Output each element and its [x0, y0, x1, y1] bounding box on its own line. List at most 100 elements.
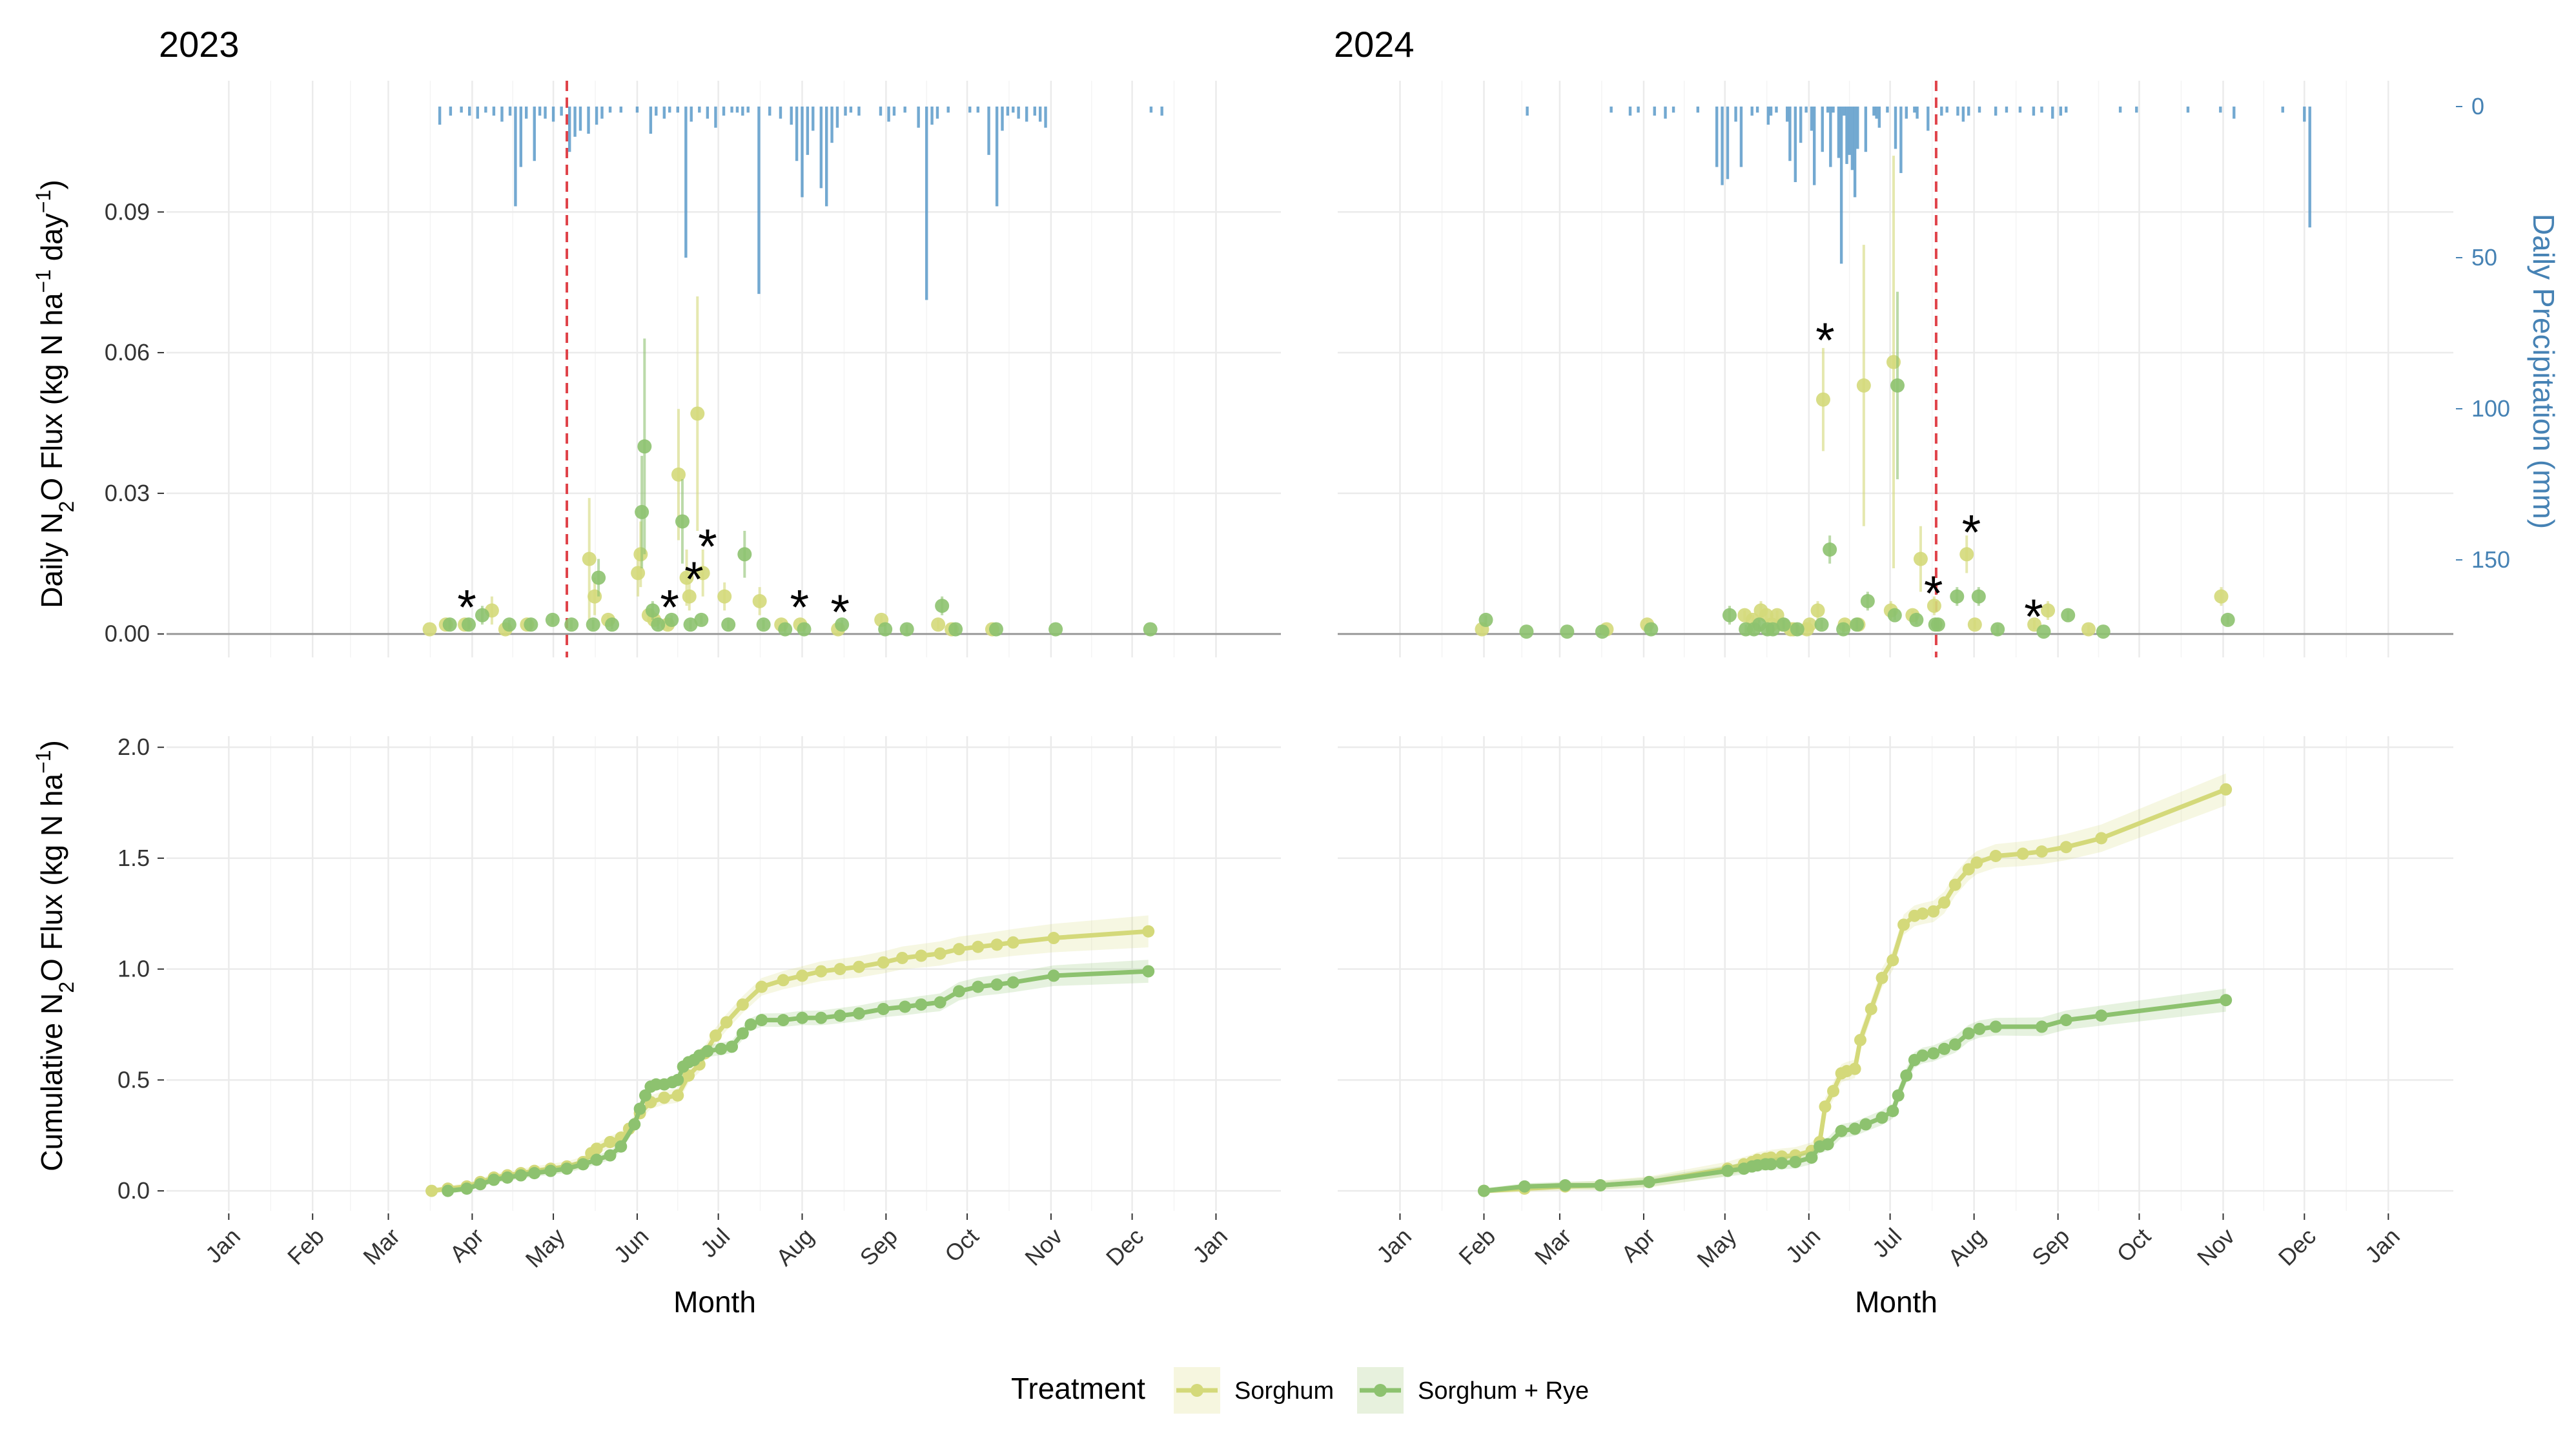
data-point: [878, 622, 893, 637]
precip-bar: [722, 107, 726, 116]
precip-bar: [1856, 107, 1859, 149]
precip-bar: [568, 107, 571, 152]
precip-bar: [514, 107, 517, 207]
precip-bar: [917, 107, 920, 128]
significance-star: *: [830, 585, 850, 640]
data-point: [1948, 1038, 1961, 1051]
data-point: [1927, 599, 1941, 613]
precip-bar: [946, 107, 950, 113]
precip-bar: [735, 107, 739, 113]
y-tick-label: 1.0: [118, 956, 150, 982]
x-axis-title-2024: Month: [1855, 1285, 1937, 1319]
precip-bar: [1845, 107, 1848, 164]
data-point: [1970, 856, 1983, 869]
data-point: [442, 1184, 455, 1197]
precip-bar: [779, 107, 782, 119]
precip-bar: [830, 107, 833, 143]
data-point: [586, 617, 600, 632]
precip-bar: [1160, 107, 1163, 116]
data-point: [1989, 1020, 2002, 1033]
data-point: [515, 1169, 527, 1182]
data-point: [720, 1016, 733, 1029]
data-point: [487, 1173, 500, 1186]
precip-bar: [449, 107, 453, 116]
data-point: [755, 1014, 768, 1027]
data-point: [501, 1171, 514, 1184]
precip-bar: [1810, 107, 1814, 131]
data-point: [1560, 624, 1575, 639]
precip-bar: [1826, 107, 1830, 113]
data-point: [1865, 1002, 1877, 1015]
precip-bar: [801, 107, 804, 198]
data-point: [1890, 378, 1905, 393]
data-point: [1048, 622, 1063, 637]
precip-bar: [1916, 107, 1919, 119]
data-point: [1477, 1184, 1490, 1197]
data-point: [664, 612, 679, 627]
y-tick-label: 0.5: [118, 1066, 150, 1093]
precip-bar: [655, 107, 658, 116]
panel-cumulative-2024: Jan Feb Mar Apr May Jun Jul Aug Sep Oct Nov Dec Jan: [1338, 736, 2453, 1273]
precip-bar: [1750, 107, 1753, 116]
precip-bar: [1794, 107, 1797, 182]
data-point: [952, 943, 965, 956]
precip-bar: [460, 107, 463, 113]
precip-bar: [1044, 107, 1047, 128]
data-point: [560, 1162, 573, 1175]
precip-bar: [1786, 107, 1789, 122]
data-point: [972, 940, 985, 953]
data-point: [604, 1149, 617, 1162]
precip-bar: [2118, 107, 2122, 113]
precip-bar: [1961, 107, 1965, 122]
x-axis-title-2023: Month: [673, 1285, 756, 1319]
data-point: [1142, 925, 1155, 938]
data-point: [1814, 617, 1829, 632]
data-point: [1971, 589, 1986, 604]
precip-bar: [438, 107, 442, 125]
data-point: [690, 406, 705, 421]
precip-bar: [476, 107, 479, 119]
data-point: [2036, 624, 2051, 639]
precip-bar: [1853, 107, 1857, 198]
data-point: [1913, 551, 1928, 566]
significance-star: *: [1962, 505, 1981, 560]
data-point: [1642, 1175, 1655, 1188]
precip-bar: [519, 107, 523, 167]
data-point: [1047, 969, 1060, 982]
data-point: [475, 608, 489, 623]
data-point: [679, 570, 694, 585]
precip-bar: [2005, 107, 2009, 113]
data-point: [899, 622, 914, 637]
data-point: [637, 439, 652, 454]
precip-bar: [608, 107, 612, 113]
precip-bar: [1755, 107, 1759, 113]
data-point: [1886, 1104, 1899, 1117]
data-point: [2041, 603, 2056, 618]
precip-bar: [508, 107, 512, 116]
precip-bar: [595, 107, 598, 125]
data-point: [682, 589, 697, 604]
data-point: [1856, 378, 1871, 393]
data-point: [744, 1018, 757, 1031]
data-point: [988, 622, 1003, 637]
significance-star: *: [660, 581, 679, 635]
significance-star: *: [790, 581, 810, 635]
precip-bar: [1945, 107, 1948, 113]
data-point: [952, 985, 965, 998]
panel-title-2024: 2024: [1334, 24, 1415, 65]
data-point: [1854, 1034, 1866, 1047]
data-point: [1950, 589, 1965, 604]
precip-bar: [1877, 107, 1881, 128]
data-point: [604, 1136, 617, 1149]
uncertainty-band: [431, 915, 1149, 1194]
precip-bar: [1799, 107, 1803, 143]
data-point: [721, 617, 736, 632]
data-point: [1916, 907, 1929, 920]
precip-bar: [1739, 107, 1743, 167]
data-point: [1815, 392, 1830, 407]
data-point: [755, 980, 768, 993]
y-tick-label: 2.0: [118, 734, 150, 760]
data-point: [1766, 622, 1781, 637]
data-point: [797, 622, 812, 637]
